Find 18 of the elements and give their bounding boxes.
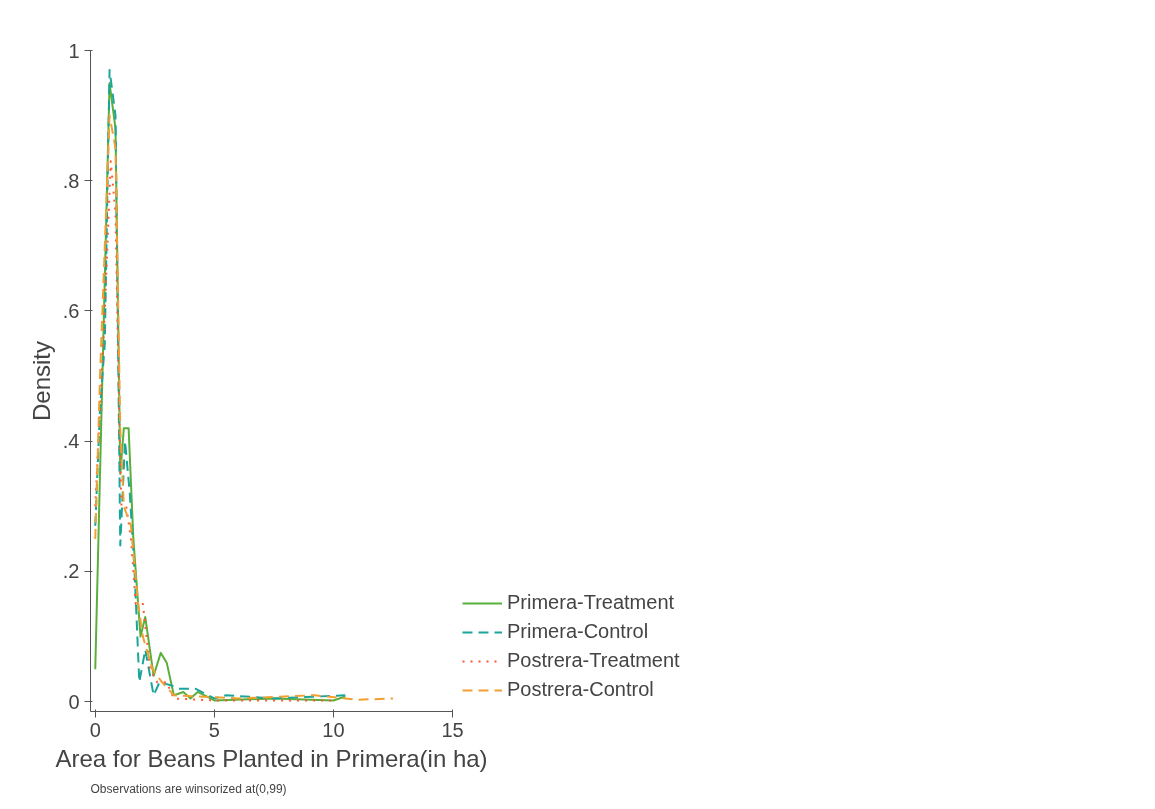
legend-label: Postrera-Treatment bbox=[507, 649, 680, 672]
y-tick-label: .6 bbox=[62, 299, 80, 322]
y-tick-label: .4 bbox=[62, 430, 80, 453]
y-tick-label: 0 bbox=[68, 690, 80, 713]
legend-label: Primera-Control bbox=[507, 620, 650, 643]
x-tick-label: 15 bbox=[441, 718, 464, 741]
text: Observations are winsorized at(0,99) bbox=[90, 781, 287, 796]
line-series bbox=[94, 114, 394, 701]
x-tick-label: 10 bbox=[322, 718, 345, 741]
y-tick-label: 1 bbox=[68, 39, 80, 62]
x-tick-label: 5 bbox=[208, 718, 220, 741]
y-axis-title: Density bbox=[27, 340, 55, 422]
x-axis-title: Area for Beans Planted in Primera(in ha) bbox=[55, 744, 488, 772]
legend-label: Primera-Treatment bbox=[507, 591, 675, 614]
y-tick-label: .2 bbox=[62, 560, 80, 583]
y-tick-label: .8 bbox=[62, 169, 80, 192]
legend-label: Postrera-Control bbox=[507, 678, 655, 701]
x-tick-label: 0 bbox=[89, 718, 101, 741]
